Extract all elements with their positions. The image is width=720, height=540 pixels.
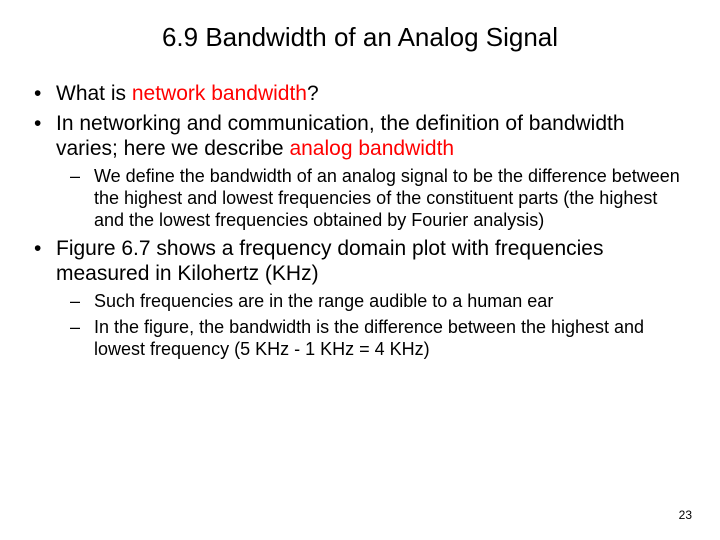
bullet1-highlight: network bandwidth [132, 82, 307, 105]
bullet-item-2: In networking and communication, the def… [34, 111, 680, 232]
bullet1-text-post: ? [307, 82, 319, 105]
sub-bullet-3-2: In the figure, the bandwidth is the diff… [70, 317, 680, 361]
bullet-item-3: Figure 6.7 shows a frequency domain plot… [34, 236, 680, 361]
bullet1-text-pre: What is [56, 82, 132, 105]
page-number: 23 [679, 508, 692, 522]
sub-bullet-3-1: Such frequencies are in the range audibl… [70, 291, 680, 313]
bullet-list-level2-b: Such frequencies are in the range audibl… [56, 291, 680, 361]
sub-bullet-2-1: We define the bandwidth of an analog sig… [70, 166, 680, 232]
slide-title: 6.9 Bandwidth of an Analog Signal [0, 0, 720, 81]
bullet3-text: Figure 6.7 shows a frequency domain plot… [56, 237, 603, 286]
slide-content: What is network bandwidth? In networking… [0, 81, 720, 361]
bullet2-highlight: analog bandwidth [289, 137, 454, 160]
bullet-list-level1: What is network bandwidth? In networking… [34, 81, 680, 361]
bullet-list-level2-a: We define the bandwidth of an analog sig… [56, 166, 680, 232]
bullet-item-1: What is network bandwidth? [34, 81, 680, 107]
